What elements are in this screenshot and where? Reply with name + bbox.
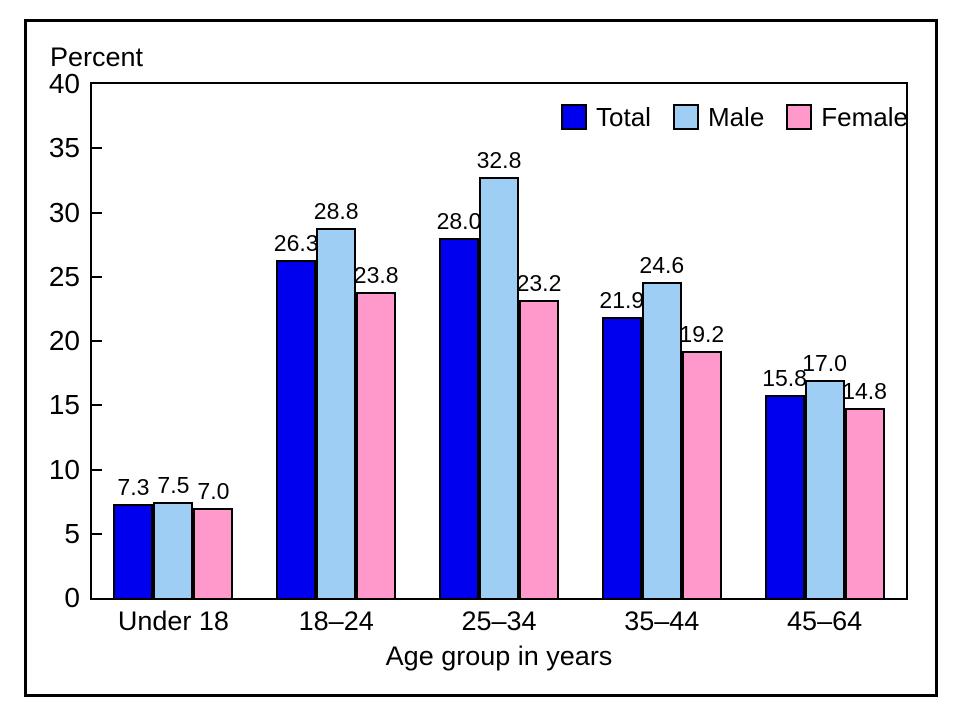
bar-female-under-18: 7.0: [193, 478, 234, 598]
x-label-35-44: 35–44: [624, 606, 700, 636]
x-label-45-64: 45–64: [787, 606, 863, 636]
legend-label-female: Female: [821, 101, 908, 132]
bar-total-45-64: 15.8: [762, 365, 807, 598]
bar-value-total-35-44: 21.9: [599, 286, 645, 313]
bar-value-female-under-18: 7.0: [197, 478, 230, 505]
bar-male-25-34: 32.8: [477, 147, 521, 598]
y-tick-label-25: 25: [48, 260, 80, 292]
y-tick-mark-5: [92, 532, 102, 535]
x-label-under-18: Under 18: [117, 606, 229, 636]
bar-groups: 7.3 7.5 7.0 26.3 28.8 23.8 28.0 32.8 23.2 21.9 24.…: [92, 84, 906, 598]
y-tick-label-10: 10: [48, 453, 80, 485]
bar-total-under-18: 7.3: [113, 474, 154, 598]
y-tick-mark-25: [92, 275, 102, 278]
legend: Total Male Female: [545, 100, 908, 134]
y-tick-mark-35: [92, 147, 102, 150]
y-tick-mark-20: [92, 340, 102, 342]
legend-item-total: Total: [561, 102, 651, 133]
plot-area: 7.3 7.5 7.0 26.3 28.8 23.8 28.0 32.8 23.2 21.9 24.…: [90, 82, 908, 600]
bar-value-total-under-18: 7.3: [117, 474, 150, 501]
bar-value-female-25-34: 23.2: [516, 269, 562, 296]
y-tick-label-20: 20: [48, 325, 80, 356]
bar-total-25-34: 28.0: [437, 208, 481, 598]
bar-group-18-24: 26.3 28.8 23.8: [255, 198, 418, 598]
x-axis-title: Age group in years: [385, 641, 613, 671]
figure-border: [24, 19, 938, 697]
bar-value-male-under-18: 7.5: [157, 471, 190, 498]
bar-group-25-34: 28.0 32.8 23.2: [418, 147, 581, 598]
bar-male-35-44: 24.6: [639, 252, 684, 598]
bar-male-under-18: 7.5: [153, 472, 194, 598]
bar-female-25-34: 23.2: [517, 270, 561, 598]
y-axis-title: Percent: [50, 42, 144, 72]
y-tick-label-15: 15: [48, 389, 80, 421]
x-label-18-24: 18–24: [298, 606, 374, 636]
y-tick-label-30: 30: [48, 196, 80, 228]
legend-label-male: Male: [707, 101, 765, 132]
legend-item-male: Male: [672, 101, 765, 133]
bar-value-female-35-44: 19.2: [679, 321, 725, 348]
legend-swatch-total: [561, 104, 588, 130]
bar-total-18-24: 26.3: [274, 230, 319, 598]
bar-male-18-24: 28.8: [314, 198, 359, 598]
bar-value-male-18-24: 28.8: [313, 197, 359, 224]
bar-value-male-35-44: 24.6: [639, 251, 685, 278]
bar-female-35-44: 19.2: [679, 321, 724, 598]
x-axis-labels: Under 18 18–24 25–34 35–44 45–64: [92, 606, 906, 637]
y-tick-label-40: 40: [48, 68, 80, 99]
bar-value-total-25-34: 28.0: [436, 208, 482, 235]
x-label-25-34: 25–34: [461, 606, 537, 636]
y-tick-label-5: 5: [64, 517, 80, 549]
bar-value-female-45-64: 14.8: [842, 377, 887, 404]
bar-value-total-45-64: 15.8: [762, 364, 807, 391]
bar-female-18-24: 23.8: [354, 262, 399, 598]
y-tick-mark-15: [92, 404, 102, 407]
bar-group-35-44: 21.9 24.6 19.2: [580, 252, 743, 598]
legend-swatch-female: [786, 104, 813, 130]
bar-male-45-64: 17.0: [802, 350, 847, 598]
bar-female-45-64: 14.8: [842, 378, 887, 598]
bar-value-total-18-24: 26.3: [273, 230, 319, 257]
bar-group-under-18: 7.3 7.5 7.0: [92, 472, 255, 598]
bar-value-male-25-34: 32.8: [476, 146, 522, 173]
y-tick-mark-10: [92, 468, 102, 471]
y-tick-label-35: 35: [48, 132, 80, 164]
legend-swatch-male: [672, 104, 699, 130]
bar-value-female-18-24: 23.8: [353, 262, 399, 289]
bar-value-male-45-64: 17.0: [802, 349, 847, 376]
legend-label-total: Total: [596, 101, 651, 132]
bar-group-45-64: 15.8 17.0 14.8: [743, 350, 906, 598]
y-tick-mark-30: [92, 211, 102, 214]
legend-item-female: Female: [786, 102, 908, 133]
y-tick-label-0: 0: [64, 582, 80, 613]
bar-total-35-44: 21.9: [599, 287, 644, 598]
